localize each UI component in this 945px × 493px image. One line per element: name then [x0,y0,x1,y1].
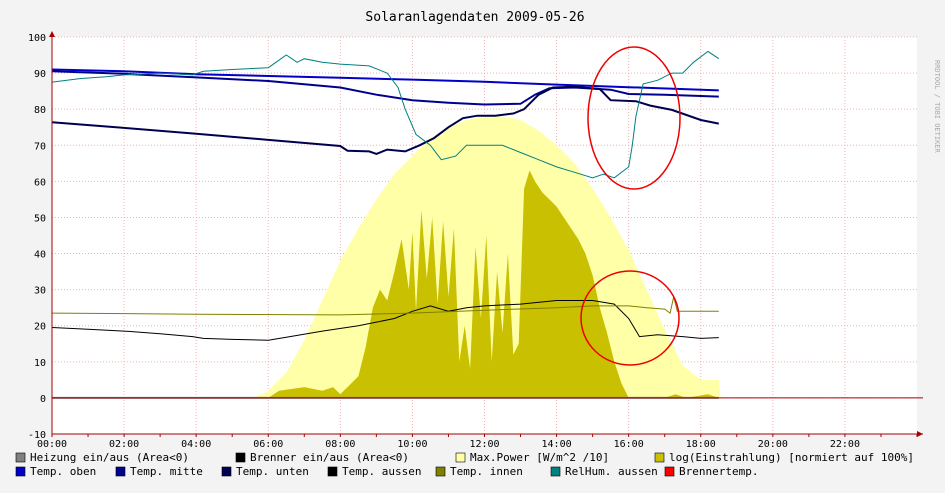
legend-swatch [455,452,466,463]
rrdtool-side-label: RRDTOOL / TOBI OETIKER [933,60,941,154]
legend-swatch [15,466,26,477]
legend-label: Max.Power [W/m^2 /10] [470,451,609,464]
legend-label: Brenner ein/aus (Area<0) [250,451,409,464]
legend-label: Brennertemp. [679,465,758,478]
x-tick-label: 18:00 [686,439,716,450]
legend-swatch [664,466,675,477]
legend-label: log(Einstrahlung) [normiert auf 100%] [669,451,914,464]
legend-swatch [550,466,561,477]
x-tick-label: 02:00 [109,439,139,450]
y-tick-label: 10 [34,358,46,369]
y-tick-label: 90 [34,69,46,80]
legend-swatch [435,466,446,477]
x-tick-label: 14:00 [542,439,572,450]
y-tick-label: 30 [34,286,46,297]
x-tick-label: 10:00 [397,439,427,450]
y-tick-label: 80 [34,105,46,116]
legend-swatch [221,466,232,477]
tick-labels: -10 0 10 20 30 40 50 60 70 80 90 100 00:00 02:00 04:00… [28,33,860,450]
chart-title: Solaranlagendaten 2009-05-26 [365,10,584,25]
legend-label: Temp. mitte [130,465,203,478]
x-tick-label: 20:00 [758,439,788,450]
legend-swatch [235,452,246,463]
y-tick-label: 100 [28,33,46,44]
x-axis-arrow [917,431,923,437]
y-tick-label: -10 [28,430,46,441]
y-axis-arrow [49,31,55,37]
line-temp-innen [51,296,719,316]
x-tick-label: 12:00 [469,439,499,450]
y-tick-label: 0 [40,394,46,405]
legend-label: Temp. aussen [342,465,421,478]
line-temp-unten [51,85,719,155]
axes [49,31,923,437]
x-tick-label: 08:00 [325,439,355,450]
legend-swatch [115,466,126,477]
x-tick-label: 22:00 [830,439,860,450]
legend-label: Temp. oben [30,465,96,478]
legend: Heizung ein/aus (Area<0) Brenner ein/aus … [15,451,914,478]
legend-label: Temp. innen [450,465,523,478]
y-tick-label: 70 [34,141,46,152]
y-tick-label: 20 [34,322,46,333]
legend-label: Temp. unten [236,465,309,478]
legend-label: RelHum. aussen [565,465,658,478]
area-series [253,116,721,398]
line-relhum-aussen [51,50,720,179]
x-tick-label: 16:00 [614,439,644,450]
legend-swatch [15,452,26,463]
line-temp-mitte [51,70,719,106]
line-temp-aussen [51,300,719,341]
legend-swatch [327,466,338,477]
x-tick-label: 00:00 [37,439,67,450]
x-tick-label: 04:00 [181,439,211,450]
y-tick-label: 40 [34,250,46,261]
x-tick-label: 06:00 [253,439,283,450]
annotation-circle-outdoor-temp [580,270,680,366]
annotation-circle-humidity [587,46,681,190]
y-tick-label: 60 [34,177,46,188]
legend-swatch [654,452,665,463]
y-tick-label: 50 [34,213,46,224]
legend-label: Heizung ein/aus (Area<0) [30,451,189,464]
area-log-einstrahlung-normiert-auf-100- [268,170,719,398]
